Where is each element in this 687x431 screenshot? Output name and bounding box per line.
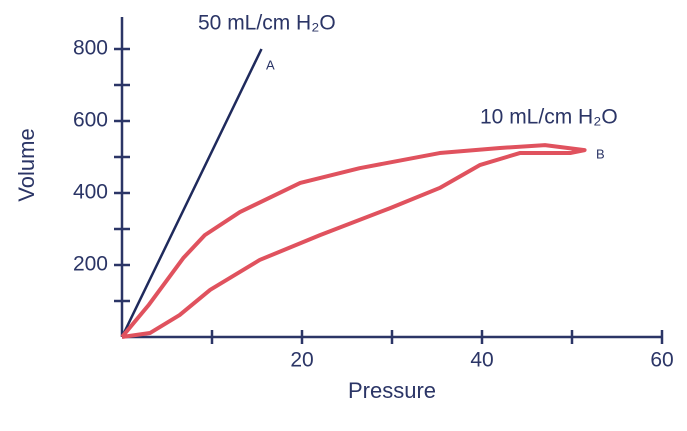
y-tick-label: 600 — [73, 109, 108, 132]
x-tick-label: 60 — [650, 349, 673, 372]
series-label: 10 mL/cm H₂O — [480, 106, 618, 129]
x-tick-label: 20 — [290, 349, 313, 372]
point-marker: B — [596, 146, 605, 161]
y-tick-label: 800 — [73, 37, 108, 60]
series-line — [120, 48, 263, 338]
y-tick-label: 200 — [73, 253, 108, 276]
x-tick-label: 40 — [470, 349, 493, 372]
y-axis-label: Volume — [14, 128, 39, 201]
y-tick-label: 400 — [73, 181, 108, 204]
series-label: 50 mL/cm H₂O — [198, 12, 336, 35]
series-line — [120, 143, 587, 339]
point-marker: A — [266, 57, 275, 72]
x-axis-label: Pressure — [348, 378, 436, 403]
